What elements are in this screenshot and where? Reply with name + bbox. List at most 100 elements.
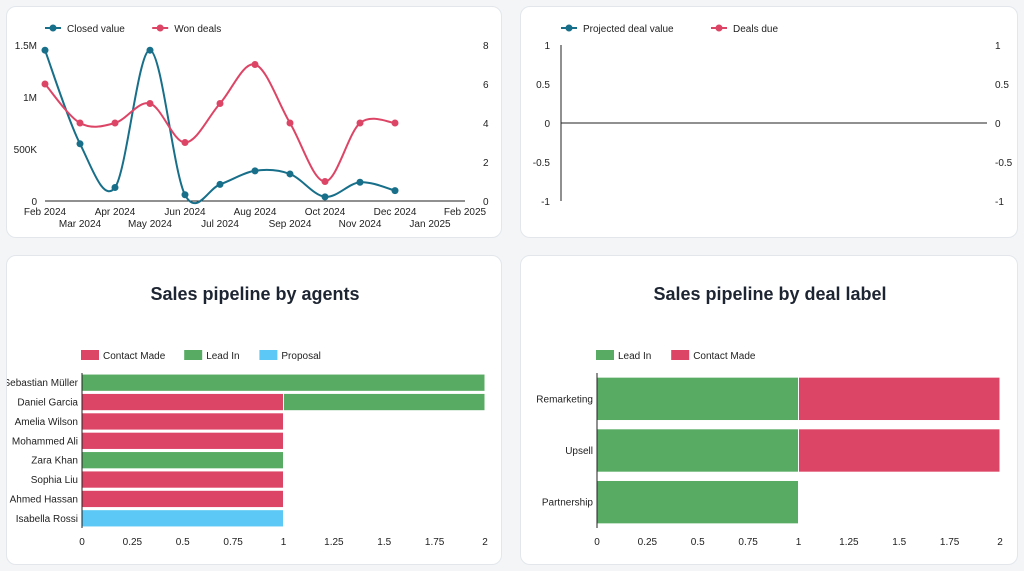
series-line-won-deals: [44, 63, 396, 183]
category-label-sophia-liu: Sophia Liu: [31, 475, 78, 486]
x-tick-jul-2024: Jul 2024: [201, 219, 239, 230]
point-closed-value-2: [111, 183, 119, 191]
legend-marker-projected-deal-value: [565, 24, 573, 32]
point-closed-value-0: [41, 46, 49, 54]
x-tick-1: 1: [796, 537, 802, 548]
bar-sophia-liu-contact-made: [82, 471, 283, 488]
pipeline-agents-chart: Sales pipeline by agents Contact Made Lead…: [7, 284, 488, 548]
x-tick-2: 2: [997, 537, 1003, 548]
x-tick-0-25: 0.25: [638, 537, 658, 548]
bar-daniel-garcia-lead-in: [284, 393, 485, 411]
y-left-tick-0: 0: [31, 197, 37, 208]
legend-swatch-contact-made: [671, 350, 690, 360]
legend-marker-closed-value: [49, 24, 57, 32]
point-won-deals-7: [286, 119, 294, 127]
chart-title: Sales pipeline by agents: [150, 284, 359, 304]
x-tick-0-5: 0.5: [176, 537, 190, 548]
y-left-tick-1: -1: [541, 197, 550, 208]
bar-daniel-garcia-contact-made: [82, 393, 283, 411]
y-right-tick-0: 0: [483, 197, 489, 208]
x-tick-nov-2024: Nov 2024: [339, 219, 382, 230]
legend-label-contact-made: Contact Made: [103, 351, 166, 362]
projected-deal-chart-card: Projected deal value Deals due -1 -0.5 0 0.5 1…: [520, 6, 1018, 238]
legend-label-won-deals: Won deals: [174, 24, 221, 35]
y-right-tick-2: 2: [483, 158, 489, 169]
point-won-deals-10: [391, 119, 399, 127]
y-left-tick-1: 1: [544, 41, 550, 52]
y-right-tick-0: 0: [995, 119, 1001, 130]
x-tick-0-5: 0.5: [691, 537, 705, 548]
legend-swatch-lead-in: [596, 350, 614, 360]
bar-upsell-lead-in: [597, 429, 798, 472]
x-tick-feb-2024: Feb 2024: [24, 207, 67, 218]
point-closed-value-5: [216, 180, 224, 188]
y-right-tick-0-5: 0.5: [995, 80, 1009, 91]
category-label-partnership: Partnership: [542, 498, 594, 509]
x-tick-1-5: 1.5: [892, 537, 906, 548]
category-label-daniel-garcia: Daniel Garcia: [17, 398, 78, 409]
y-right-tick-8: 8: [483, 41, 489, 52]
point-closed-value-1: [76, 140, 84, 148]
bar-partnership-lead-in: [597, 480, 798, 524]
category-label-ahmed-hassan: Ahmed Hassan: [10, 494, 78, 505]
legend-swatch-proposal: [259, 350, 278, 360]
category-label-sebastian-m-ller: Sebastian Müller: [7, 378, 79, 389]
y-right-tick-6: 6: [483, 80, 489, 91]
x-tick-0: 0: [79, 537, 85, 548]
closed-value-chart: Closed value Won deals 0 500K 1M 1.5M 0 2 4 6 8 Feb…: [14, 24, 489, 230]
category-label-zara-khan: Zara Khan: [31, 456, 78, 467]
category-label-isabella-rossi: Isabella Rossi: [16, 514, 78, 525]
bar-isabella-rossi-proposal: [82, 510, 283, 527]
legend-label-proposal: Proposal: [281, 351, 320, 362]
bar-ahmed-hassan-contact-made: [82, 490, 283, 508]
x-tick-1-25: 1.25: [839, 537, 859, 548]
x-tick-mar-2024: Mar 2024: [59, 219, 102, 230]
point-won-deals-1: [76, 119, 84, 127]
y-left-tick-500k: 500K: [14, 145, 38, 156]
point-won-deals-0: [41, 80, 49, 88]
pipeline-deal-label-card: Sales pipeline by deal label Lead In Conta…: [520, 255, 1018, 565]
point-closed-value-10: [391, 187, 399, 195]
y-left-tick-1-5m: 1.5M: [15, 41, 37, 52]
y-right-tick-4: 4: [483, 119, 489, 130]
x-tick-1-75: 1.75: [940, 537, 960, 548]
legend-label-lead-in: Lead In: [206, 351, 239, 362]
x-tick-may-2024: May 2024: [128, 219, 172, 230]
bar-mohammed-ali-contact-made: [82, 432, 283, 449]
y-right-tick-1: -1: [995, 197, 1004, 208]
legend-label-deals-due: Deals due: [733, 24, 778, 35]
pipeline-agents-card: Sales pipeline by agents Contact Made Lead…: [6, 255, 502, 565]
x-tick-sep-2024: Sep 2024: [269, 219, 312, 230]
x-tick-jun-2024: Jun 2024: [164, 207, 206, 218]
x-tick-0-75: 0.75: [223, 537, 243, 548]
x-tick-0-25: 0.25: [123, 537, 143, 548]
legend-label-lead-in: Lead In: [618, 351, 651, 362]
legend-swatch-lead-in: [184, 350, 203, 360]
y-left-tick-0-5: 0.5: [536, 80, 550, 91]
x-tick-1-25: 1.25: [324, 537, 344, 548]
x-tick-feb-2025: Feb 2025: [444, 207, 487, 218]
closed-value-chart-card: Closed value Won deals 0 500K 1M 1.5M 0 2 4 6 8 Feb…: [6, 6, 502, 238]
x-tick-1-75: 1.75: [425, 537, 445, 548]
category-label-upsell: Upsell: [565, 446, 593, 457]
x-tick-1: 1: [281, 537, 287, 548]
point-closed-value-6: [251, 167, 259, 175]
point-closed-value-7: [286, 170, 294, 178]
point-won-deals-6: [251, 61, 259, 68]
projected-deal-chart: Projected deal value Deals due -1 -0.5 0 0.5 1…: [533, 24, 1013, 208]
legend-marker-won-deals: [156, 24, 164, 32]
y-right-tick-0-5: -0.5: [995, 158, 1013, 169]
x-tick-jan-2025: Jan 2025: [409, 219, 451, 230]
category-label-mohammed-ali: Mohammed Ali: [12, 436, 78, 447]
category-label-remarketing: Remarketing: [536, 394, 593, 405]
point-closed-value-3: [146, 46, 154, 54]
bar-remarketing-contact-made: [799, 377, 1000, 421]
bar-upsell-contact-made: [799, 429, 1000, 472]
chart-title: Sales pipeline by deal label: [653, 284, 886, 304]
point-closed-value-4: [181, 191, 189, 199]
x-tick-0: 0: [594, 537, 600, 548]
bar-amelia-wilson-contact-made: [82, 413, 283, 430]
legend-label-contact-made: Contact Made: [693, 351, 756, 362]
bar-sebastian-m-ller-lead-in: [82, 374, 485, 391]
x-tick-oct-2024: Oct 2024: [305, 207, 346, 218]
